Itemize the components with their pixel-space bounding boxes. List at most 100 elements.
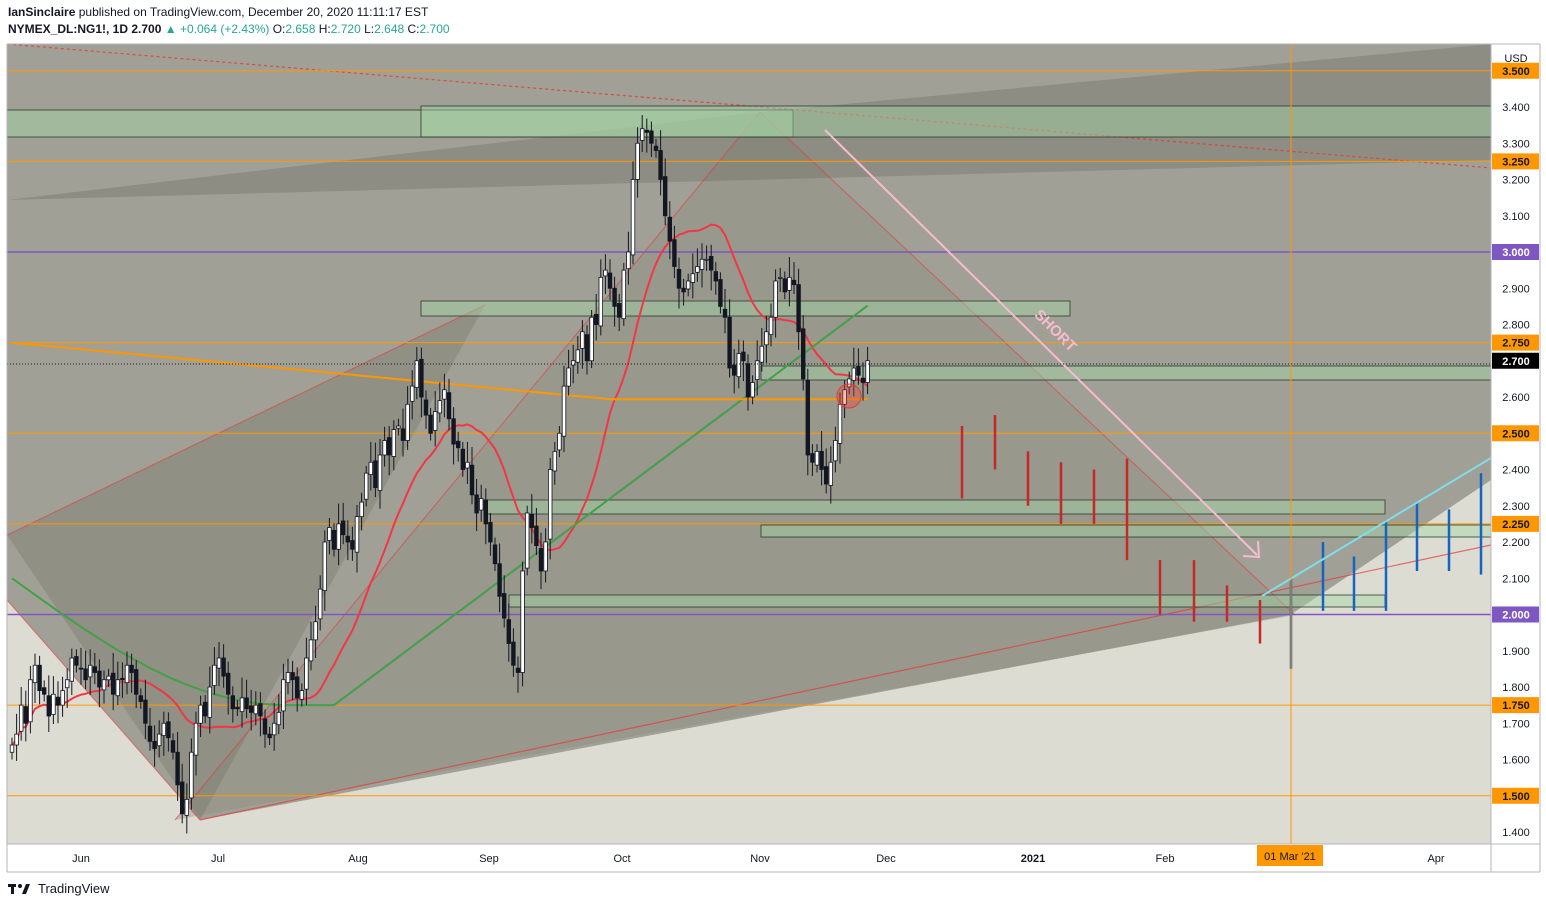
candle-body (170, 740, 176, 753)
candle-body (304, 657, 309, 690)
y-tick-label: 2.400 (1502, 465, 1530, 477)
candle-body (189, 751, 194, 799)
candle-body (851, 367, 856, 381)
candle-body (106, 675, 111, 681)
high-label: H: (318, 22, 331, 36)
price-axis[interactable]: 3.400 3.300 3.200 3.100 2.900 2.800 2.600 2.400… (1492, 62, 1539, 839)
low-label: L: (364, 22, 375, 36)
candle-body (561, 385, 567, 437)
candle-body (722, 308, 728, 318)
candle-body (225, 672, 231, 695)
candle-body (212, 664, 217, 686)
candle-body (400, 428, 406, 441)
x-tick-label: Aug (348, 853, 368, 865)
candle-body (681, 287, 686, 293)
candle-body (221, 657, 226, 677)
candlesticks (9, 114, 870, 834)
candle-body (129, 664, 134, 673)
candle-body (626, 251, 631, 270)
candle-body (373, 460, 378, 489)
short-arrow-head (1242, 540, 1261, 559)
y-tick-label: 1.900 (1502, 646, 1530, 658)
tradingview-footer[interactable]: TradingView (8, 881, 110, 896)
candle-body (202, 701, 208, 717)
candle-body (354, 516, 360, 553)
candle-body (290, 672, 295, 681)
candle-body (18, 704, 24, 732)
candle-body (695, 266, 700, 273)
candle-body (405, 403, 410, 441)
candle-body (621, 269, 626, 320)
candle-body (409, 385, 415, 402)
price-label-box (1492, 244, 1539, 260)
candle-body (501, 593, 507, 619)
candle-body (552, 450, 557, 472)
candle-body (239, 697, 245, 713)
candle-body (653, 145, 659, 151)
candle-body (230, 695, 235, 710)
plot-area[interactable]: SHORT (7, 44, 1491, 844)
candle-body (281, 679, 286, 712)
candle-body (156, 733, 162, 747)
candle-body (423, 399, 429, 416)
candle-body (506, 619, 511, 644)
zone-rect (760, 365, 1491, 381)
gray-triangle-large (7, 44, 1491, 820)
y-tick-label: 3.200 (1502, 175, 1530, 187)
candle-body (350, 540, 355, 550)
candle-body (525, 512, 530, 569)
candle-body (97, 670, 102, 688)
candle-body (649, 130, 654, 144)
candle-body (764, 331, 769, 346)
candle-body (120, 677, 125, 681)
candle-body (322, 541, 327, 591)
x-tick-label: Dec (876, 853, 896, 865)
candle-body (488, 522, 493, 543)
candle-body (828, 461, 833, 486)
x-tick-label: Oct (613, 853, 630, 865)
candle-body (635, 142, 640, 180)
candle-body (28, 679, 33, 723)
price-change: ▲ +0.064 (+2.43%) (164, 22, 270, 36)
support-trendline (199, 544, 1491, 821)
candle-body (377, 454, 383, 491)
zone-rect (420, 300, 1071, 317)
candle-body (386, 437, 392, 456)
candle-body (713, 271, 718, 282)
candle-body (801, 328, 806, 380)
candle-body (359, 501, 364, 518)
publisher-name[interactable]: IanSinclaire (8, 5, 76, 19)
candle-body (548, 469, 553, 540)
price-label: 2.500 (1502, 428, 1530, 440)
x-tick-label: Jul (211, 853, 225, 865)
candle-body (833, 440, 838, 462)
y-tick-label: 2.900 (1502, 283, 1530, 295)
y-tick-label: 2.800 (1502, 320, 1530, 332)
symbol-legend: NYMEX_DL:NG1!, 1D 2.700 ▲ +0.064 (+2.43%… (8, 22, 450, 36)
candle-body (580, 331, 585, 349)
harmonic-line-4 (7, 599, 201, 821)
candle-body (534, 525, 539, 547)
candle-body (598, 276, 603, 327)
candle-body (810, 453, 815, 463)
candle-body (336, 523, 341, 550)
date-label: 01 Mar '21 (1264, 851, 1316, 863)
candle-body (83, 668, 88, 681)
candle-body (529, 514, 534, 528)
candle-body (244, 697, 249, 710)
candle-body (538, 548, 544, 572)
candle-body (796, 284, 801, 333)
candle-body (193, 722, 199, 756)
candle-body (856, 366, 861, 376)
time-axis[interactable]: Jun Jul Aug Sep Oct Nov Dec 2021 Feb Apr 01 Mar '2… (72, 845, 1445, 866)
candle-body (690, 273, 695, 283)
zone-rect (508, 594, 1386, 608)
candle-body (773, 280, 778, 318)
symbol-name[interactable]: NYMEX_DL:NG1!, 1D (8, 22, 129, 36)
candle-body (55, 696, 61, 706)
high-value: 2.720 (330, 22, 361, 36)
y-tick-label: 1.800 (1502, 682, 1530, 694)
candle-body (451, 418, 456, 445)
candle-body (465, 461, 470, 469)
